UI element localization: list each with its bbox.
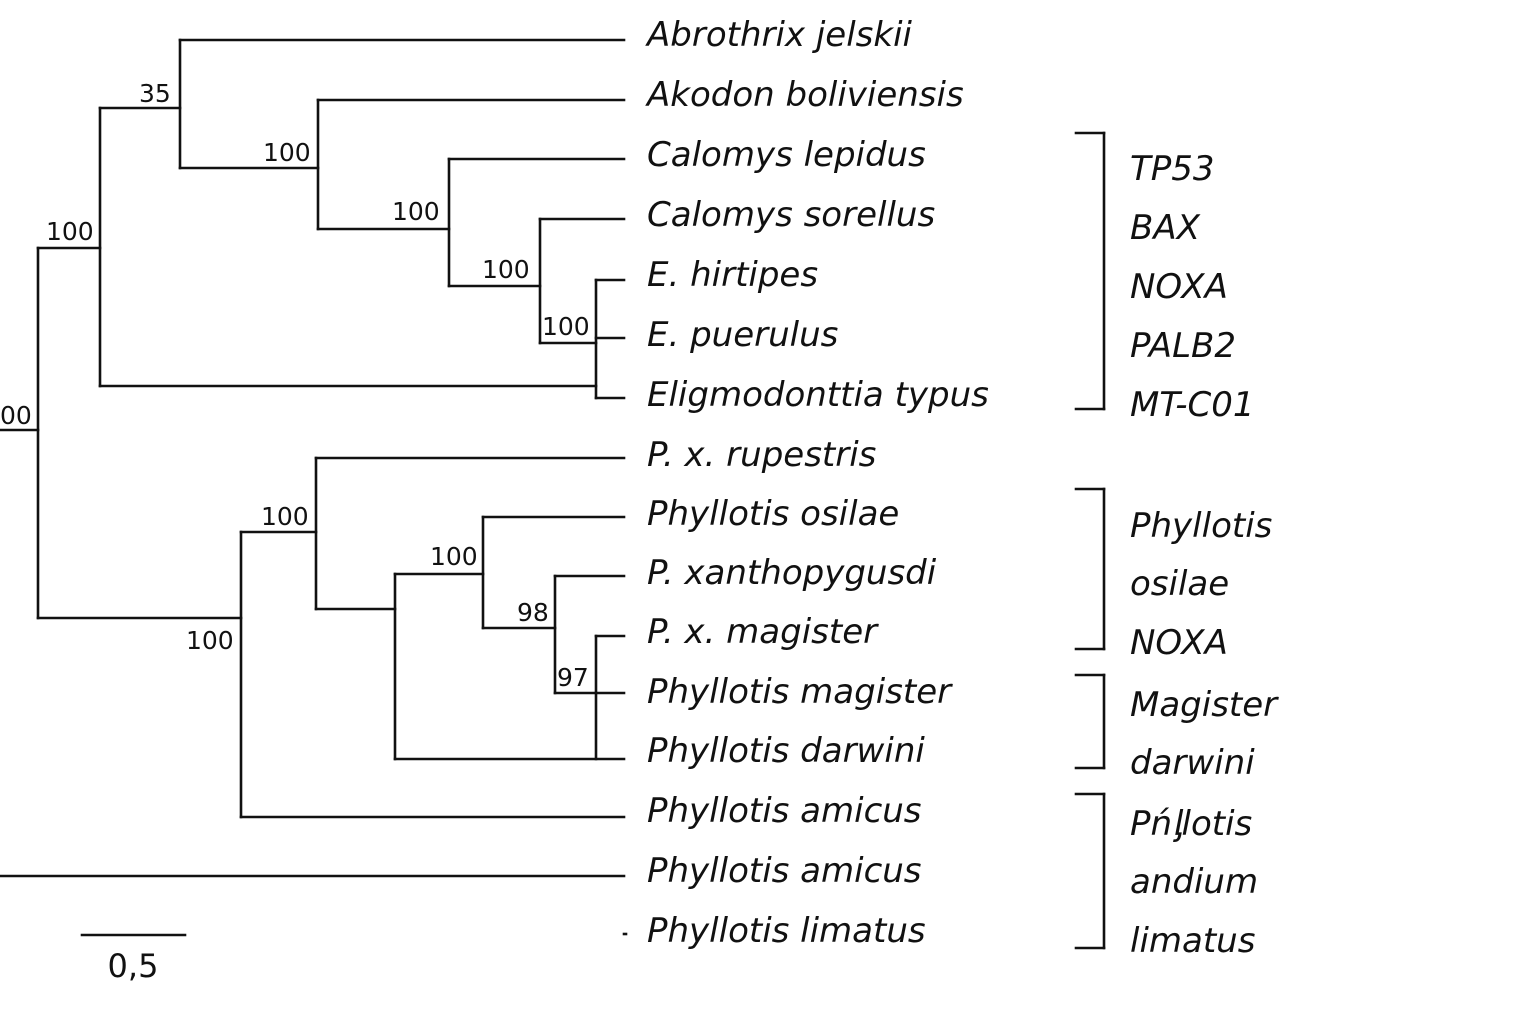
taxon-label: Akodon boliviensis bbox=[645, 75, 964, 115]
group-label: NOXA bbox=[1130, 623, 1228, 663]
support-value: 100 bbox=[263, 138, 311, 167]
group-label: limatus bbox=[1130, 921, 1255, 961]
group-labels: TP53 BAX NOXA PALB2 MT-C01 Phyllotis osi… bbox=[1130, 149, 1279, 961]
scale-bar: 0,5 bbox=[80, 933, 187, 985]
group-label: NOXA bbox=[1130, 267, 1228, 307]
taxon-label: Calomys sorellus bbox=[647, 195, 935, 235]
taxon-label: Phyllotis amicus bbox=[647, 851, 922, 891]
support-value: 100 bbox=[392, 197, 440, 226]
support-value: 100 bbox=[261, 502, 309, 531]
taxon-label: Phyllotis magister bbox=[647, 672, 953, 712]
taxon-labels: Abrothrix jelskii Akodon boliviensis Cal… bbox=[645, 15, 989, 951]
group-label: darwini bbox=[1130, 743, 1255, 783]
taxon-label: Phyllotis osilae bbox=[647, 494, 899, 534]
scale-bar-label: 0,5 bbox=[108, 947, 159, 985]
taxon-label: Calomys lepidus bbox=[647, 135, 926, 175]
support-values: 00 100 35 100 100 100 100 100 100 100 98… bbox=[0, 79, 590, 692]
group-label: PALB2 bbox=[1130, 326, 1236, 366]
taxon-label: P. xanthopygusdi bbox=[647, 553, 937, 593]
support-value: 97 bbox=[557, 663, 589, 692]
taxon-label: Phyllotis limatus bbox=[647, 911, 926, 951]
support-value: 100 bbox=[430, 542, 478, 571]
support-value: 00 bbox=[0, 401, 32, 430]
support-value: 35 bbox=[139, 79, 171, 108]
support-value: 98 bbox=[517, 598, 549, 627]
group-label: Pńᶅlotis bbox=[1130, 804, 1252, 844]
taxon-label: Phyllotis amicus bbox=[647, 791, 922, 831]
taxon-label: P. x. rupestris bbox=[647, 435, 876, 475]
group-label: TP53 bbox=[1130, 149, 1215, 189]
taxon-label: E. hirtipes bbox=[647, 255, 818, 295]
group-brackets bbox=[1074, 131, 1106, 950]
support-value: 100 bbox=[46, 217, 94, 246]
taxon-label: Phyllotis darwini bbox=[647, 731, 925, 771]
support-value: 100 bbox=[542, 312, 590, 341]
group-label: BAX bbox=[1130, 208, 1201, 248]
group-label: Magister bbox=[1130, 685, 1279, 725]
group-label: andium bbox=[1130, 862, 1258, 902]
tree-branches bbox=[0, 38, 628, 936]
group-label: osilae bbox=[1130, 564, 1229, 604]
support-value: 100 bbox=[482, 255, 530, 284]
taxon-label: E. puerulus bbox=[647, 315, 838, 355]
taxon-label: Eligmodonttia typus bbox=[647, 375, 989, 415]
taxon-label: P. x. magister bbox=[647, 612, 879, 652]
group-label: Phyllotis bbox=[1130, 506, 1272, 546]
support-value: 100 bbox=[186, 626, 234, 655]
taxon-label: Abrothrix jelskii bbox=[645, 15, 913, 55]
group-label: MT-C01 bbox=[1130, 385, 1255, 425]
